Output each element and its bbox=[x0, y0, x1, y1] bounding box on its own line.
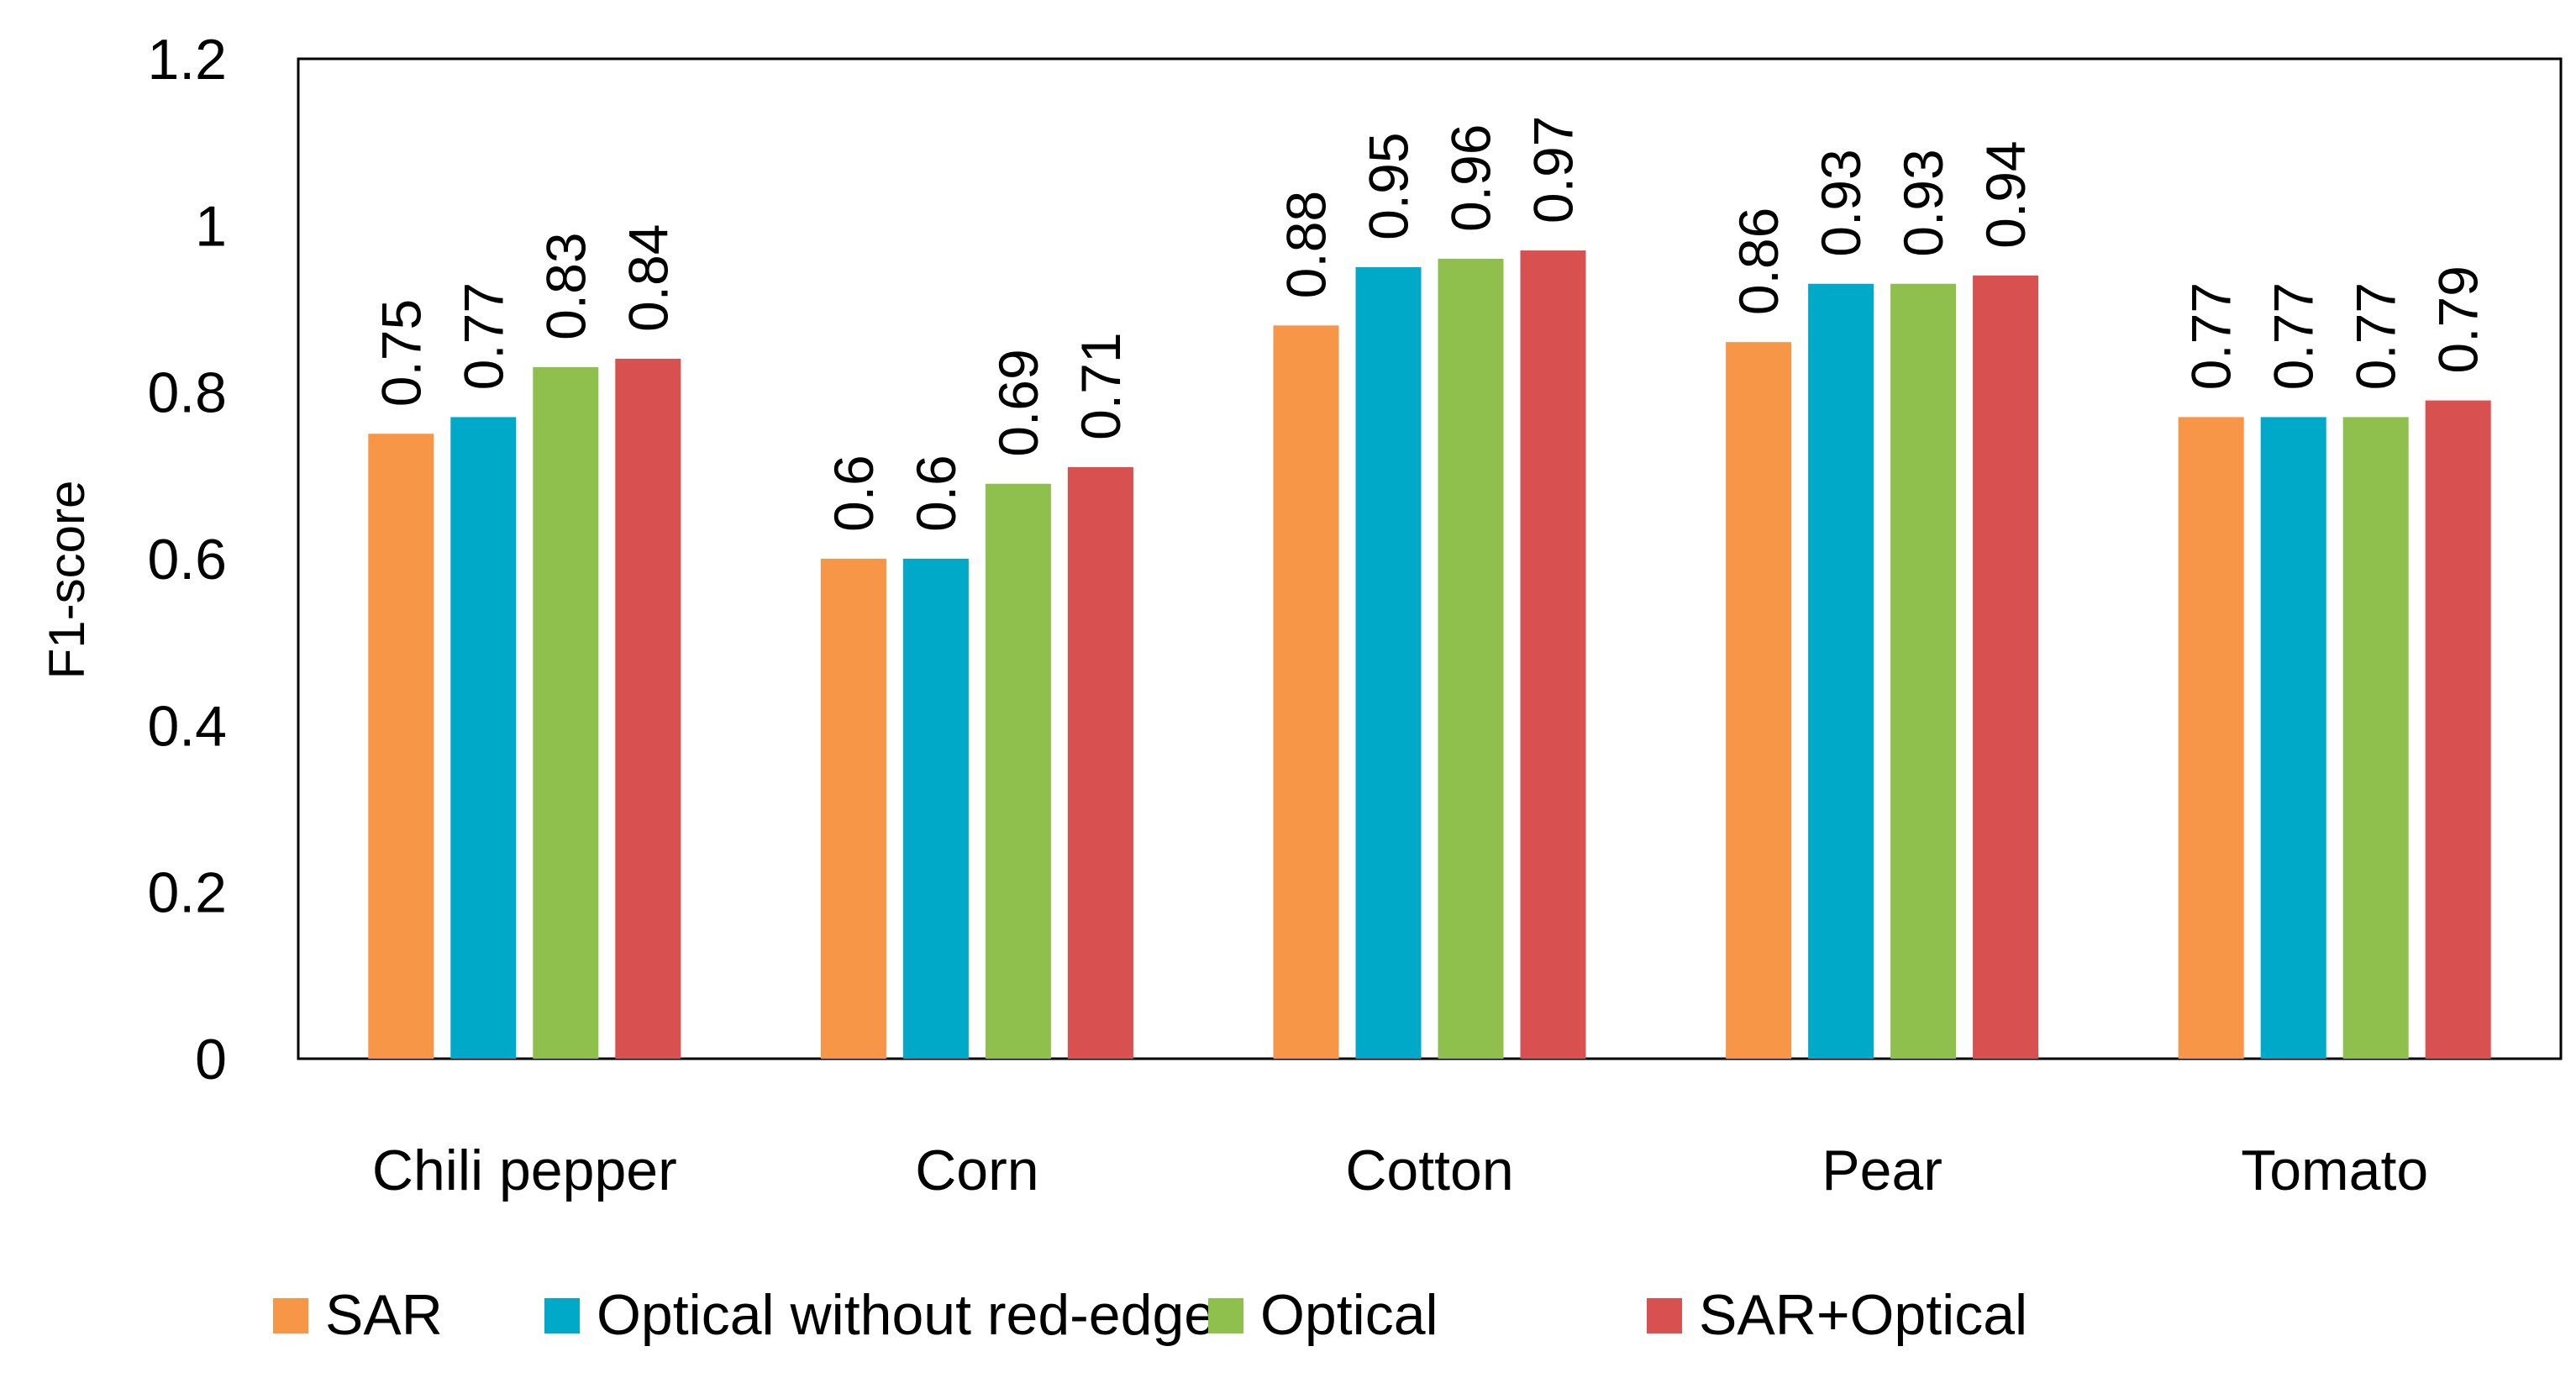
bar bbox=[1808, 283, 1874, 1059]
bar-value-label: 0.86 bbox=[1727, 208, 1790, 315]
legend-swatch bbox=[273, 1298, 308, 1333]
bar bbox=[1726, 342, 1792, 1060]
bar bbox=[2342, 417, 2409, 1060]
bar bbox=[615, 359, 681, 1059]
bar bbox=[533, 366, 599, 1060]
bar bbox=[1067, 466, 1133, 1059]
bar-value-label: 0.95 bbox=[1358, 132, 1420, 239]
y-tick-label: 0.8 bbox=[147, 361, 227, 425]
x-category-label: Pear bbox=[1822, 1139, 1943, 1202]
bar-value-label: 0.79 bbox=[2427, 266, 2489, 373]
y-tick-label: 0.2 bbox=[147, 861, 227, 925]
bar-value-label: 0.88 bbox=[1275, 191, 1338, 298]
bar bbox=[1520, 250, 1586, 1059]
y-tick-label: 1.2 bbox=[147, 28, 227, 92]
bar bbox=[2178, 417, 2244, 1060]
bar-value-label: 0.96 bbox=[1440, 124, 1502, 232]
bar-value-label: 0.71 bbox=[1070, 332, 1132, 439]
y-tick-label: 0.4 bbox=[147, 694, 227, 758]
bar bbox=[1890, 283, 1957, 1059]
x-category-label: Corn bbox=[915, 1139, 1038, 1202]
legend-label: Optical bbox=[1260, 1283, 1438, 1347]
bar bbox=[2425, 400, 2491, 1059]
data-labels: 0.75 0.77 0.83 0.84 0.6 0.6 0.69 0.71 0.88 0.95 0.… bbox=[370, 116, 2489, 532]
bar-value-label: 0.75 bbox=[370, 299, 432, 407]
plot-area bbox=[297, 57, 2563, 1060]
bar-value-label: 0.77 bbox=[452, 282, 514, 390]
bar bbox=[985, 483, 1051, 1059]
bar-value-label: 0.6 bbox=[905, 455, 967, 532]
bar-value-label: 0.77 bbox=[2345, 282, 2407, 390]
bar-value-label: 0.93 bbox=[1810, 149, 1872, 256]
bar bbox=[902, 559, 969, 1059]
x-axis: Chili pepper Corn Cotton Pear Tomato bbox=[372, 1139, 2428, 1202]
bar-value-label: 0.94 bbox=[1974, 140, 2037, 248]
x-category-label: Cotton bbox=[1345, 1139, 1513, 1202]
x-category-label: Tomato bbox=[2241, 1139, 2428, 1202]
bar-value-label: 0.84 bbox=[617, 224, 679, 332]
plot-border bbox=[297, 57, 2563, 1060]
legend-swatch bbox=[1647, 1298, 1682, 1333]
legend-swatch bbox=[1208, 1298, 1243, 1333]
legend: SAR Optical without red-edge Optical SAR+Op… bbox=[273, 1283, 2027, 1347]
bar bbox=[1438, 259, 1504, 1059]
bar-value-label: 0.77 bbox=[2263, 282, 2325, 390]
bar-value-label: 0.93 bbox=[1892, 149, 1954, 256]
bar bbox=[820, 559, 886, 1059]
legend-label: SAR+Optical bbox=[1699, 1283, 2027, 1347]
y-tick-label: 0.6 bbox=[147, 528, 227, 592]
legend-label: SAR bbox=[325, 1283, 443, 1347]
bar bbox=[450, 417, 517, 1060]
legend-swatch bbox=[544, 1298, 580, 1333]
bar bbox=[1355, 266, 1422, 1060]
bar-value-label: 0.6 bbox=[823, 455, 885, 532]
bar bbox=[1973, 275, 2039, 1059]
bars bbox=[368, 250, 2491, 1060]
bar-value-label: 0.77 bbox=[2180, 282, 2242, 390]
y-tick-label: 0 bbox=[195, 1028, 227, 1091]
bar bbox=[1273, 325, 1339, 1059]
bar bbox=[368, 434, 434, 1059]
bar-value-label: 0.83 bbox=[534, 232, 597, 339]
y-axis: 0 0.2 0.4 0.6 0.8 1 1.2 bbox=[147, 28, 227, 1091]
y-axis-title: F1-score bbox=[39, 481, 95, 680]
y-tick-label: 1 bbox=[195, 194, 227, 258]
bar bbox=[2260, 417, 2326, 1060]
bar-value-label: 0.97 bbox=[1522, 116, 1585, 224]
bar-value-label: 0.69 bbox=[987, 349, 1049, 456]
x-category-label: Chili pepper bbox=[372, 1139, 677, 1202]
legend-label: Optical without red-edge bbox=[597, 1283, 1216, 1347]
